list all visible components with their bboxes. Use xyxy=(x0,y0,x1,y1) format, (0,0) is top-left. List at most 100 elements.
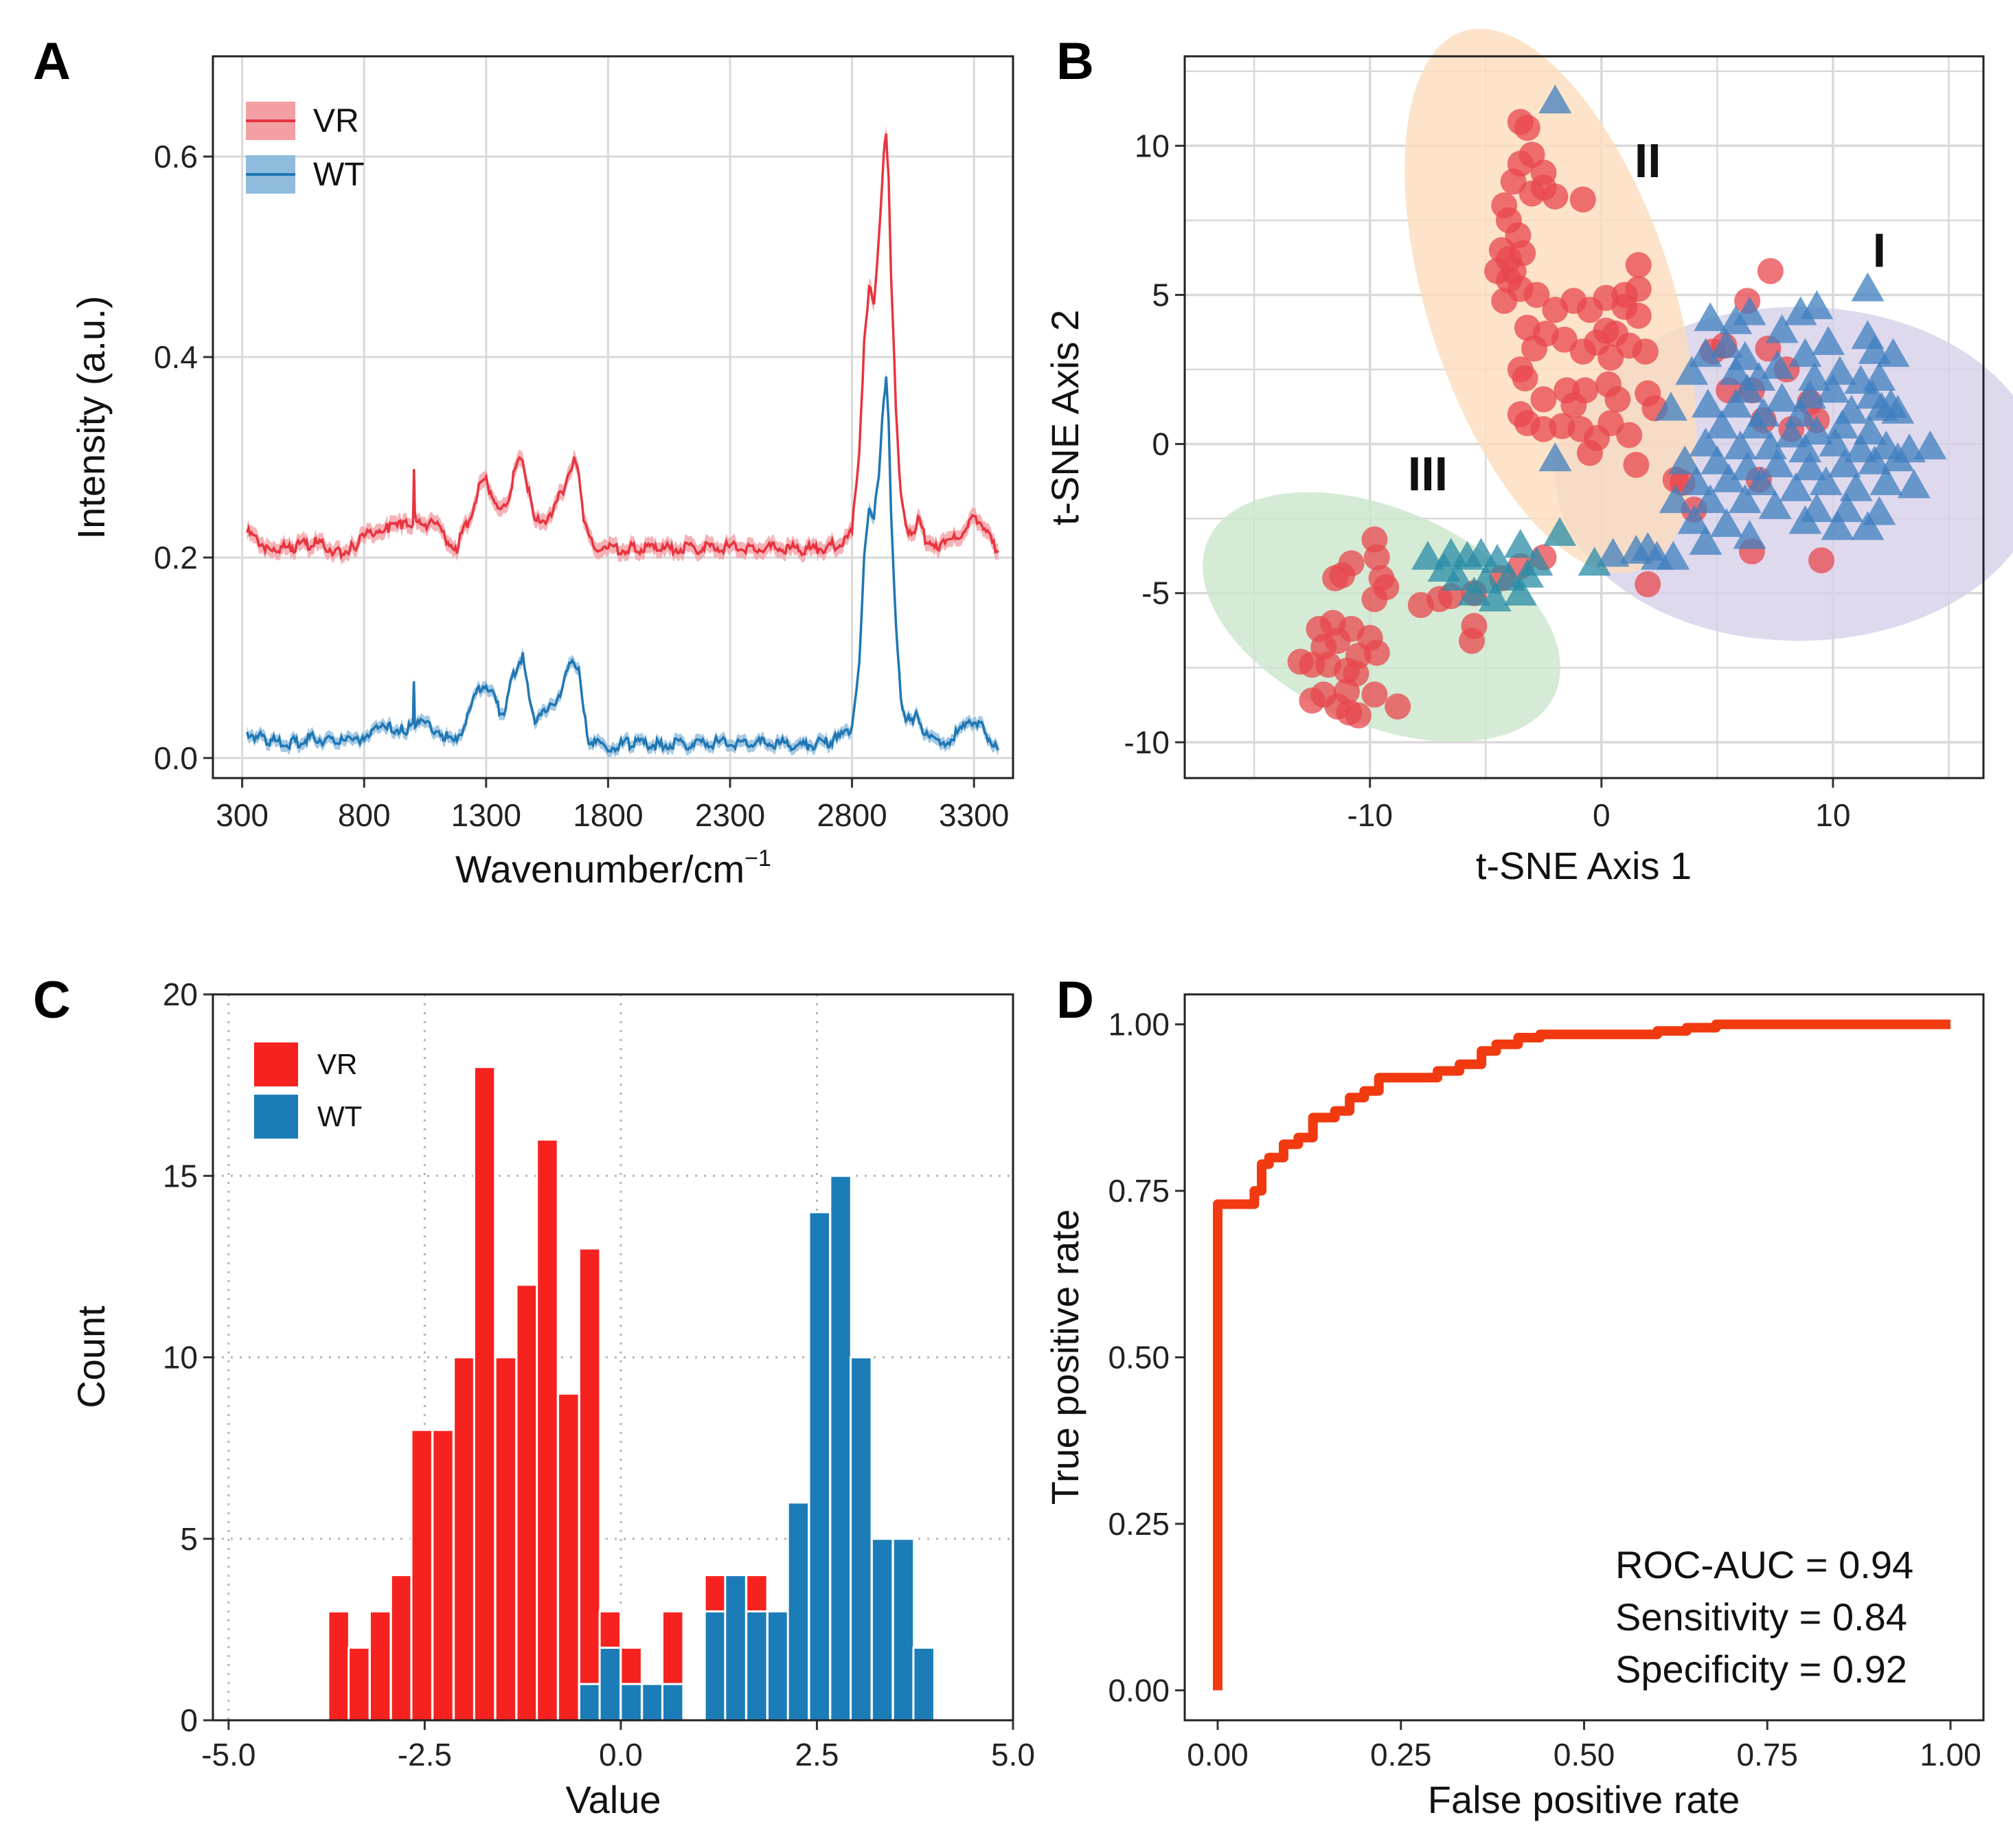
data-point-vr xyxy=(1491,288,1518,315)
histogram-bar-wt xyxy=(891,1538,915,1722)
y-tick-label: 0.4 xyxy=(154,339,198,375)
data-point-wt xyxy=(1800,290,1834,319)
x-axis-label-superscript: −1 xyxy=(744,845,771,871)
data-point-wt xyxy=(1775,418,1808,448)
data-point-wt xyxy=(1675,356,1709,385)
data-point-wt xyxy=(1503,576,1537,606)
data-point-wt xyxy=(1668,445,1702,475)
histogram-bar-vr xyxy=(536,1138,559,1722)
y-axis-label: True positive rate xyxy=(1043,1209,1087,1505)
histogram-bar-wt xyxy=(870,1538,894,1722)
data-point-wt xyxy=(1758,490,1792,519)
data-point-vr xyxy=(1512,365,1538,392)
data-point-vr xyxy=(1500,168,1527,195)
data-point-vr xyxy=(1623,451,1650,478)
x-tick-label: 800 xyxy=(338,797,391,833)
data-point-vr xyxy=(1604,386,1631,413)
data-point-wt xyxy=(1809,466,1843,496)
roc-auc-annotation: ROC-AUC = 0.94 xyxy=(1615,1543,1913,1586)
data-point-vr xyxy=(1616,422,1643,448)
legend-label-wt: WT xyxy=(313,157,365,193)
data-point-wt xyxy=(1881,442,1915,472)
histogram-bar-wt xyxy=(619,1682,643,1722)
histogram-bar-wt xyxy=(829,1174,852,1722)
data-point-wt xyxy=(1596,538,1630,567)
x-axis-label: t-SNE Axis 1 xyxy=(1476,844,1692,887)
series-line-vr xyxy=(246,133,999,561)
histogram-bar-wt xyxy=(598,1646,622,1722)
plot-frame xyxy=(212,993,1014,1722)
histogram-bar-vr xyxy=(368,1610,392,1722)
histogram-bar-vr xyxy=(619,1646,643,1685)
histogram-bar-vr xyxy=(431,1428,455,1722)
histogram-bar-vr xyxy=(473,1066,497,1722)
histogram-bar-vr xyxy=(598,1610,622,1649)
data-point-wt xyxy=(1478,582,1512,612)
series-band-wt xyxy=(247,370,999,757)
y-tick-label: 20 xyxy=(163,977,198,1012)
data-point-wt xyxy=(1828,448,1861,477)
series-band-vr xyxy=(247,126,999,565)
y-tick-label: -5 xyxy=(1141,575,1170,611)
data-point-wt xyxy=(1765,383,1799,412)
data-point-wt xyxy=(1744,466,1778,496)
plot-frame xyxy=(1183,993,1985,1722)
data-point-wt xyxy=(1657,540,1690,570)
y-tick-label: 0.2 xyxy=(154,540,198,575)
data-point-vr xyxy=(1569,186,1596,213)
x-tick-label: 1800 xyxy=(573,797,643,833)
x-tick-label: 2800 xyxy=(817,797,887,833)
data-point-vr xyxy=(1521,335,1548,362)
data-point-wt xyxy=(1765,314,1799,343)
data-point-wt xyxy=(1719,356,1753,385)
histogram-bar-wt xyxy=(703,1610,727,1722)
data-point-wt xyxy=(1728,484,1762,514)
data-point-wt xyxy=(1851,511,1885,540)
y-tick-label: 1.00 xyxy=(1108,1007,1170,1042)
data-point-wt xyxy=(1578,547,1611,576)
data-point-wt xyxy=(1812,326,1845,355)
y-tick-label: 10 xyxy=(163,1340,198,1376)
data-point-vr xyxy=(1542,183,1569,210)
histogram-bar-vr xyxy=(348,1646,371,1722)
data-point-vr xyxy=(1625,302,1652,329)
data-point-vr xyxy=(1530,386,1557,413)
x-tick-label: 0.50 xyxy=(1554,1737,1615,1772)
y-tick-label: 0.00 xyxy=(1108,1672,1170,1708)
data-point-wt xyxy=(1538,442,1572,472)
y-tick-label: 0.0 xyxy=(154,740,198,776)
data-point-wt xyxy=(1816,374,1850,403)
data-point-wt xyxy=(1689,427,1722,457)
histogram-bar-vr xyxy=(494,1356,518,1722)
data-point-wt xyxy=(1740,409,1773,439)
y-tick-label: 0 xyxy=(180,1702,198,1738)
data-point-wt xyxy=(1844,433,1878,463)
cluster-label-ii: II xyxy=(1635,134,1661,187)
x-tick-label: 5.0 xyxy=(991,1737,1035,1772)
data-point-vr xyxy=(1584,424,1611,451)
histogram-bar-vr xyxy=(515,1284,538,1722)
legend-swatch-wt xyxy=(254,1095,298,1139)
data-point-wt xyxy=(1819,427,1852,457)
data-point-vr xyxy=(1407,592,1434,619)
data-point-wt xyxy=(1705,409,1739,439)
data-point-vr xyxy=(1635,571,1661,597)
roc-curve xyxy=(1213,1019,1951,1691)
data-point-wt xyxy=(1839,472,1873,501)
data-point-wt xyxy=(1779,472,1812,501)
histogram-bar-vr xyxy=(745,1574,769,1612)
data-point-wt xyxy=(1457,576,1491,606)
sensitivity-annotation: Sensitivity = 0.84 xyxy=(1615,1595,1907,1639)
y-tick-label: 0.6 xyxy=(154,139,198,174)
data-point-wt xyxy=(1709,329,1743,358)
data-point-vr xyxy=(1373,574,1400,601)
data-point-wt xyxy=(1724,430,1758,459)
data-point-vr xyxy=(1363,544,1390,571)
histogram-bar-vr xyxy=(327,1610,350,1722)
data-point-wt xyxy=(1760,448,1794,477)
legend-label-wt: WT xyxy=(317,1100,362,1132)
x-tick-label: -5.0 xyxy=(201,1737,255,1772)
data-point-vr xyxy=(1632,338,1659,365)
data-point-wt xyxy=(1503,529,1537,558)
